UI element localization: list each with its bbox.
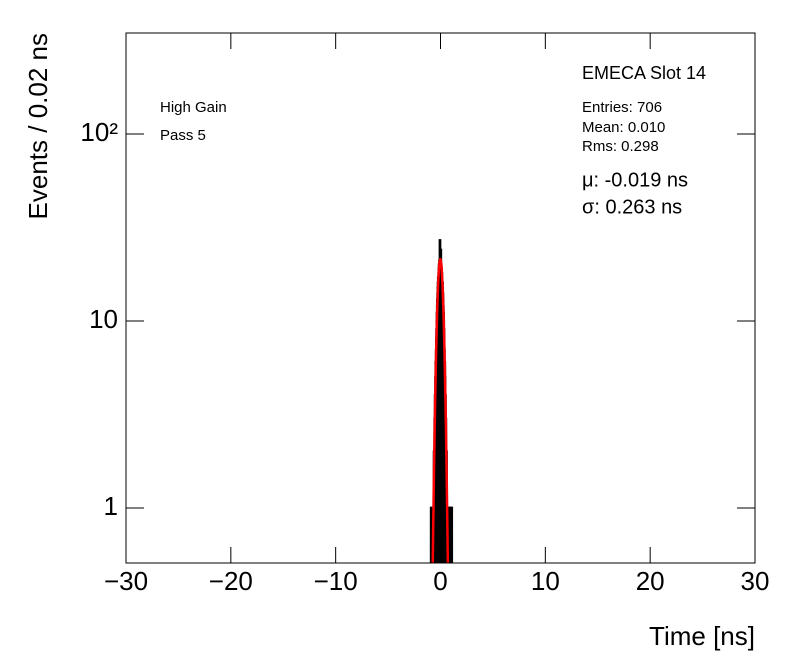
y-axis-title: Events / 0.02 ns [23,33,53,219]
mu-label: μ: -0.019 ns [582,169,688,191]
x-tick-label: −10 [314,566,358,596]
entries-label: Entries: 706 [582,99,662,116]
x-tick-label: −30 [104,566,148,596]
pass-label: Pass 5 [160,127,206,144]
x-tick-label: 20 [636,566,665,596]
x-tick-label: 10 [531,566,560,596]
fit-curve [431,257,450,563]
sigma-label: σ: 0.263 ns [582,196,682,218]
x-tick-label: 30 [741,566,770,596]
x-tick-label: −20 [209,566,253,596]
y-tick-label: 10 [89,304,118,334]
plot-area [429,239,454,563]
gain-label: High Gain [160,99,227,116]
y-tick-label: 10² [80,117,118,147]
rms-label: Rms: 0.298 [582,138,659,155]
x-axis-title: Time [ns] [649,621,755,651]
mean-label: Mean: 0.010 [582,119,665,136]
y-tick-label: 1 [104,491,118,521]
x-tick-label: 0 [433,566,447,596]
slot-label: EMECA Slot 14 [582,63,706,83]
